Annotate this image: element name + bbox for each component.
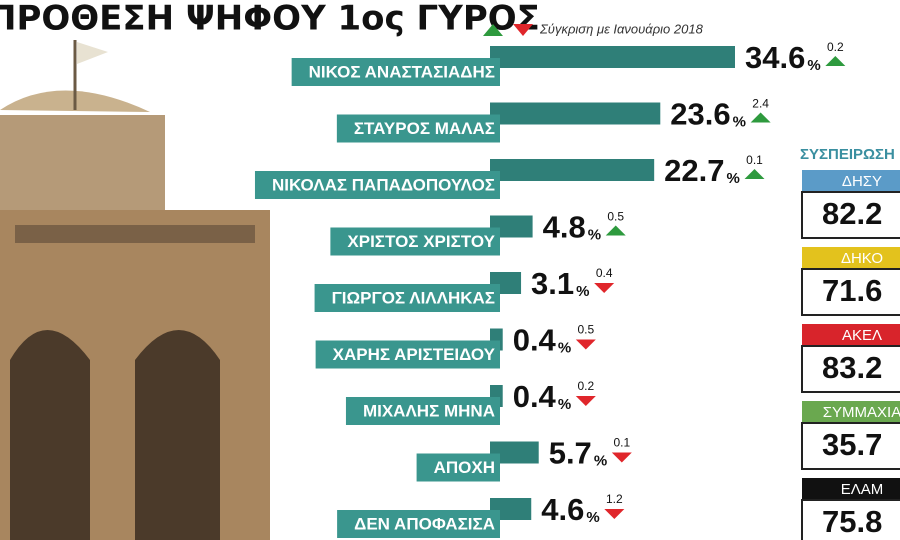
- party-name: ΔΗΚΟ: [841, 250, 883, 267]
- party-name: ΣΥΜΜΑΧΙΑ: [823, 404, 900, 421]
- label-band: [337, 510, 500, 538]
- unit-label: %: [727, 170, 740, 187]
- party-value: 35.7: [822, 427, 882, 462]
- change-arrow: [575, 339, 596, 350]
- category-label: ΑΠΟΧΗ: [434, 458, 495, 477]
- unit-label: %: [586, 509, 599, 526]
- change-label: 0.2: [827, 40, 844, 54]
- value-label: 0.4: [513, 323, 557, 358]
- bar: [490, 102, 661, 125]
- category-label: ΧΡΙΣΤΟΣ ΧΡΙΣΤΟΥ: [347, 232, 495, 251]
- bar: [490, 498, 532, 520]
- category-label: ΜΙΧΑΛΗΣ ΜΗΝΑ: [363, 401, 495, 420]
- party-box: [801, 422, 900, 470]
- cohesion-title: ΣΥΣΠΕΙΡΩΣΗ: [800, 146, 895, 163]
- value-label: 5.7: [549, 436, 592, 471]
- value-label: 3.1: [531, 266, 574, 301]
- change-arrow: [611, 452, 632, 463]
- label-band: [345, 397, 500, 425]
- value-label: 4.6: [541, 492, 584, 527]
- value-label: 0.4: [513, 379, 557, 414]
- value-label: 34.6: [745, 40, 805, 75]
- label-band: [254, 171, 500, 199]
- party-name: ΔΗΣΥ: [842, 173, 882, 190]
- party-badge: [802, 401, 900, 423]
- change-label: 0.5: [607, 210, 624, 224]
- party-name: ΕΛΑΜ: [841, 481, 884, 498]
- change-label: 1.2: [606, 492, 623, 506]
- change-label: 0.4: [596, 266, 613, 280]
- change-arrow: [604, 509, 625, 519]
- unit-label: %: [807, 57, 820, 74]
- change-label: 2.4: [752, 97, 769, 111]
- label-band: [315, 340, 500, 369]
- category-label: ΣΤΑΥΡΟΣ ΜΑΛΑΣ: [354, 119, 495, 138]
- chart-title: ΠΡΟΘΕΣΗ ΨΗΦΟΥ 1ος ΓΥΡΟΣ: [0, 0, 540, 39]
- legend-up: [483, 24, 503, 36]
- change-label: 0.5: [577, 323, 594, 337]
- party-box: [801, 268, 900, 316]
- value-label: 4.8: [543, 210, 586, 245]
- change-arrow: [605, 225, 626, 236]
- value-label: 23.6: [670, 97, 730, 132]
- change-arrow: [744, 169, 765, 179]
- party-value: 82.2: [822, 196, 882, 231]
- bar: [490, 215, 533, 238]
- unit-label: %: [558, 396, 571, 413]
- unit-label: %: [558, 339, 571, 356]
- building-image: [0, 40, 270, 540]
- party-badge: [802, 478, 900, 500]
- party-value: 75.8: [822, 504, 882, 539]
- label-band: [416, 453, 500, 482]
- party-box: [801, 191, 900, 239]
- bar: [490, 441, 539, 464]
- unit-label: %: [588, 226, 601, 243]
- legend-note: Σύγκριση με Ιανουάριο 2018: [539, 21, 704, 36]
- unit-label: %: [733, 113, 746, 130]
- bar: [490, 159, 655, 181]
- change-arrow: [750, 112, 771, 123]
- change-arrow: [594, 283, 615, 293]
- legend-down: [513, 24, 533, 36]
- label-band: [336, 114, 500, 143]
- change-label: 0.1: [746, 153, 763, 167]
- party-name: ΑΚΕΛ: [842, 327, 882, 344]
- label-band: [314, 284, 500, 312]
- party-badge: [802, 324, 900, 346]
- category-label: ΝΙΚΟΣ ΑΝΑΣΤΑΣΙΑΔΗΣ: [309, 62, 495, 81]
- label-band: [330, 227, 500, 256]
- value-label: 22.7: [664, 153, 724, 188]
- party-box: [801, 499, 900, 540]
- party-badge: [802, 247, 900, 269]
- party-value: 83.2: [822, 350, 882, 385]
- unit-label: %: [576, 283, 589, 300]
- change-label: 0.1: [613, 436, 630, 450]
- party-value: 71.6: [822, 273, 882, 308]
- change-label: 0.2: [577, 379, 594, 393]
- change-arrow: [575, 396, 596, 406]
- category-label: ΓΙΩΡΓΟΣ ΛΙΛΛΗΚΑΣ: [332, 288, 495, 307]
- party-box: [801, 345, 900, 393]
- category-label: ΝΙΚΟΛΑΣ ΠΑΠΑΔΟΠΟΥΛΟΣ: [272, 175, 495, 194]
- change-arrow: [825, 56, 846, 66]
- party-badge: [802, 170, 900, 192]
- category-label: ΔΕΝ ΑΠΟΦΑΣΙΣΑ: [354, 514, 495, 533]
- category-label: ΧΑΡΗΣ ΑΡΙΣΤΕΙΔΟΥ: [333, 345, 496, 364]
- bar: [490, 46, 735, 68]
- unit-label: %: [594, 452, 607, 469]
- label-band: [291, 58, 500, 86]
